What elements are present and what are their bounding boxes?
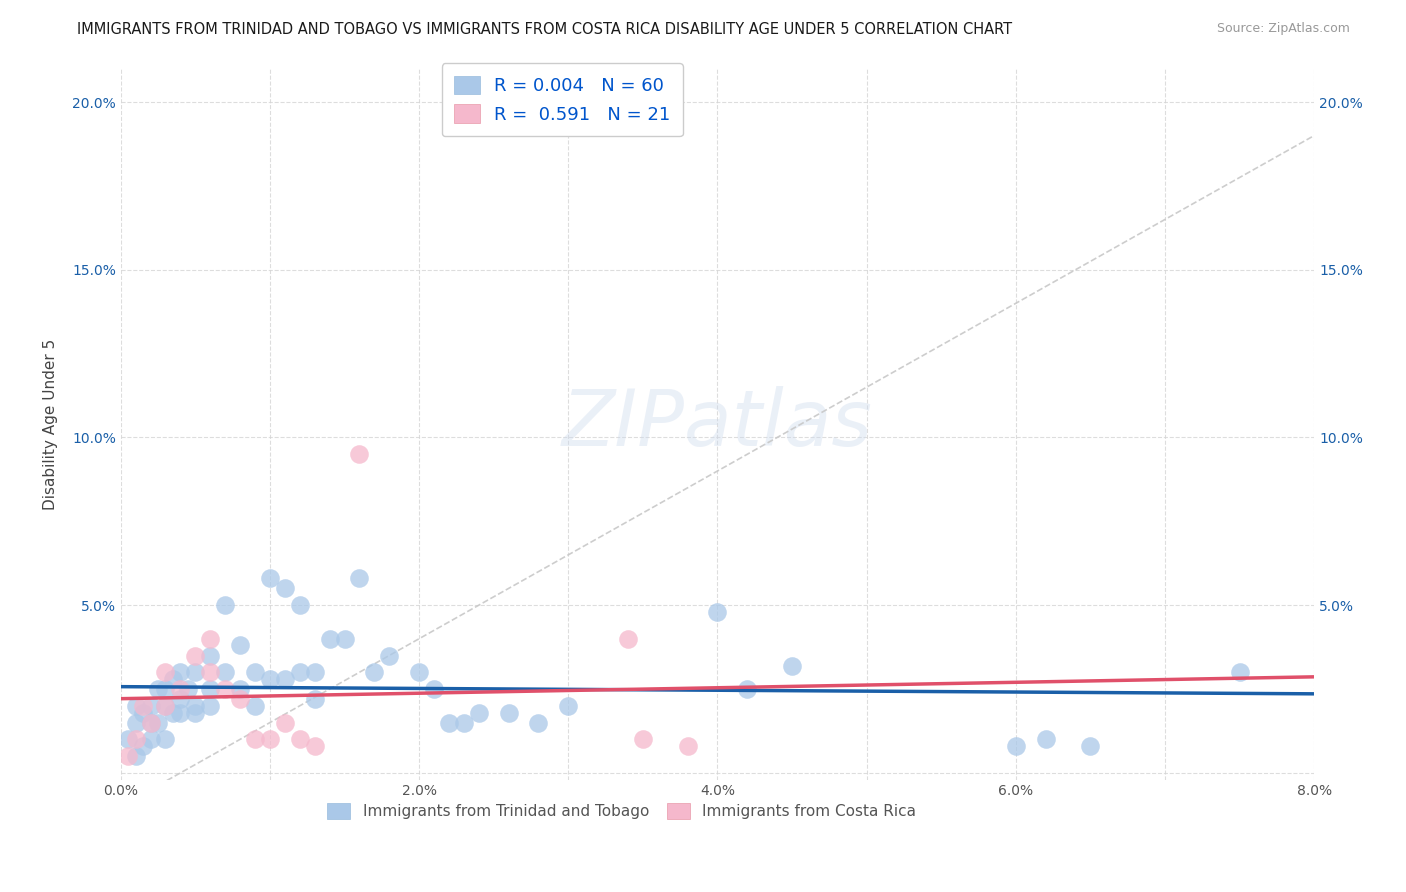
- Point: [124, 749, 146, 764]
- Point: [155, 681, 177, 696]
- Point: [200, 681, 222, 696]
- Point: [200, 648, 222, 663]
- Legend: Immigrants from Trinidad and Tobago, Immigrants from Costa Rica: Immigrants from Trinidad and Tobago, Imm…: [322, 797, 922, 825]
- Point: [557, 698, 579, 713]
- Point: [184, 698, 207, 713]
- Point: [453, 715, 475, 730]
- Point: [274, 582, 297, 596]
- Point: [1004, 739, 1026, 753]
- Point: [155, 665, 177, 680]
- Point: [243, 698, 266, 713]
- Point: [304, 739, 326, 753]
- Point: [200, 632, 222, 646]
- Point: [200, 665, 222, 680]
- Text: IMMIGRANTS FROM TRINIDAD AND TOBAGO VS IMMIGRANTS FROM COSTA RICA DISABILITY AGE: IMMIGRANTS FROM TRINIDAD AND TOBAGO VS I…: [77, 22, 1012, 37]
- Text: Source: ZipAtlas.com: Source: ZipAtlas.com: [1216, 22, 1350, 36]
- Point: [437, 715, 460, 730]
- Point: [139, 698, 162, 713]
- Point: [288, 732, 311, 747]
- Point: [162, 672, 184, 686]
- Point: [177, 681, 200, 696]
- Point: [259, 672, 281, 686]
- Point: [214, 665, 236, 680]
- Point: [117, 732, 139, 747]
- Point: [169, 665, 191, 680]
- Text: ZIPatlas: ZIPatlas: [562, 386, 873, 462]
- Point: [229, 692, 252, 706]
- Point: [363, 665, 385, 680]
- Point: [349, 571, 371, 585]
- Point: [124, 732, 146, 747]
- Point: [1229, 665, 1251, 680]
- Point: [214, 598, 236, 612]
- Point: [169, 706, 191, 720]
- Point: [378, 648, 401, 663]
- Point: [318, 632, 340, 646]
- Point: [139, 715, 162, 730]
- Point: [423, 681, 446, 696]
- Point: [229, 639, 252, 653]
- Point: [214, 681, 236, 696]
- Point: [304, 665, 326, 680]
- Point: [155, 732, 177, 747]
- Point: [243, 665, 266, 680]
- Point: [184, 648, 207, 663]
- Point: [139, 732, 162, 747]
- Point: [468, 706, 491, 720]
- Point: [1080, 739, 1102, 753]
- Point: [184, 665, 207, 680]
- Point: [146, 681, 169, 696]
- Point: [259, 571, 281, 585]
- Point: [184, 706, 207, 720]
- Point: [139, 715, 162, 730]
- Point: [169, 681, 191, 696]
- Point: [617, 632, 640, 646]
- Point: [200, 698, 222, 713]
- Point: [631, 732, 654, 747]
- Point: [155, 698, 177, 713]
- Point: [124, 715, 146, 730]
- Point: [146, 715, 169, 730]
- Point: [132, 706, 155, 720]
- Point: [676, 739, 699, 753]
- Point: [288, 598, 311, 612]
- Point: [132, 739, 155, 753]
- Point: [259, 732, 281, 747]
- Point: [243, 732, 266, 747]
- Point: [155, 698, 177, 713]
- Point: [408, 665, 430, 680]
- Point: [274, 672, 297, 686]
- Point: [288, 665, 311, 680]
- Point: [1035, 732, 1057, 747]
- Point: [117, 749, 139, 764]
- Point: [229, 681, 252, 696]
- Point: [304, 692, 326, 706]
- Point: [124, 698, 146, 713]
- Point: [274, 715, 297, 730]
- Point: [132, 698, 155, 713]
- Point: [780, 658, 803, 673]
- Point: [527, 715, 550, 730]
- Point: [498, 706, 520, 720]
- Point: [706, 605, 728, 619]
- Point: [162, 706, 184, 720]
- Point: [333, 632, 356, 646]
- Point: [735, 681, 758, 696]
- Y-axis label: Disability Age Under 5: Disability Age Under 5: [44, 338, 58, 509]
- Point: [349, 447, 371, 461]
- Point: [169, 692, 191, 706]
